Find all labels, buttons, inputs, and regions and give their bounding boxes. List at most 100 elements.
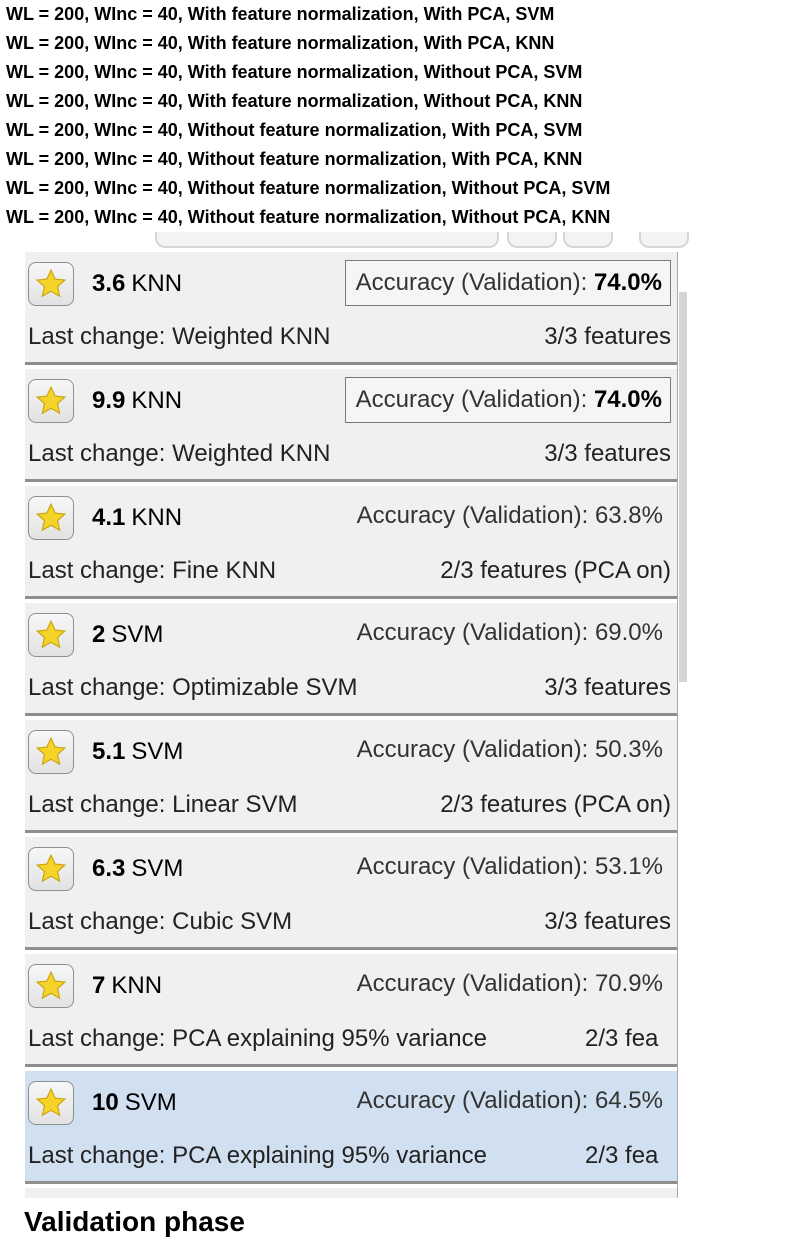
last-change-text: Last change: Optimizable SVM [28, 674, 358, 701]
last-change-text: Last change: PCA explaining 95% variance [28, 1142, 487, 1169]
favorite-button[interactable] [28, 496, 74, 540]
model-number-value: 4.1 [92, 504, 126, 531]
favorite-button[interactable] [28, 262, 74, 306]
accuracy-box: Accuracy (Validation): 70.9% [347, 962, 671, 1008]
model-number: 3.6 KNN [92, 270, 182, 298]
model-number-value: 6.3 [92, 855, 126, 882]
star-icon [35, 1087, 67, 1117]
model-number-value: 5.1 [92, 738, 126, 765]
star-icon [35, 736, 67, 766]
caption-line: WL = 200, WInc = 40, With feature normal… [6, 4, 555, 24]
accuracy-label: Accuracy (Validation): [355, 386, 588, 413]
caption-line: WL = 200, WInc = 40, With feature normal… [6, 33, 555, 53]
last-change-text: Last change: Linear SVM [28, 791, 298, 818]
model-card[interactable]: 7 KNN Accuracy (Validation): 70.9% Last c… [25, 954, 677, 1067]
favorite-button[interactable] [28, 613, 74, 657]
last-change-text: Last change: Weighted KNN [28, 323, 331, 350]
accuracy-box: Accuracy (Validation): 63.8% [347, 494, 671, 540]
accuracy-label: Accuracy (Validation): [356, 736, 589, 763]
model-type: SVM [124, 1089, 177, 1116]
accuracy-value: 50.3% [594, 736, 663, 763]
accuracy-value: 74.0% [593, 269, 662, 296]
scrollbar[interactable] [678, 252, 688, 1198]
features-text: 2/3 features (PCA on) [440, 791, 671, 818]
last-change-text: Last change: Fine KNN [28, 557, 277, 584]
favorite-button[interactable] [28, 1081, 74, 1125]
model-card[interactable]: 5.1 SVM Accuracy (Validation): 50.3% Last… [25, 720, 677, 833]
features-text: 2/3 features (PCA on) [440, 557, 671, 584]
model-card[interactable]: 4.1 KNN Accuracy (Validation): 63.8% Last… [25, 486, 677, 599]
model-type: KNN [131, 387, 183, 414]
accuracy-label: Accuracy (Validation): [356, 619, 589, 646]
caption-list: WL = 200, WInc = 40, With feature normal… [6, 0, 791, 232]
scrollbar-thumb[interactable] [679, 292, 687, 682]
caption-line: WL = 200, WInc = 40, Without feature nor… [6, 120, 583, 140]
toolbar-edge [155, 232, 695, 248]
model-number-value: 7 [92, 972, 106, 999]
accuracy-box: Accuracy (Validation): 74.0% [344, 377, 671, 423]
accuracy-label: Accuracy (Validation): [356, 502, 589, 529]
accuracy-value: 64.5% [594, 1087, 663, 1114]
star-icon [35, 502, 67, 532]
accuracy-box: Accuracy (Validation): 74.0% [344, 260, 671, 306]
accuracy-label: Accuracy (Validation): [355, 269, 588, 296]
model-card-selected[interactable]: 10 SVM Accuracy (Validation): 64.5% Last … [25, 1071, 677, 1184]
accuracy-value: 74.0% [593, 386, 662, 413]
favorite-button[interactable] [28, 730, 74, 774]
accuracy-box: Accuracy (Validation): 64.5% [347, 1079, 671, 1125]
toolbar-control-edge[interactable] [155, 232, 499, 248]
model-type: KNN [111, 972, 163, 999]
accuracy-box: Accuracy (Validation): 53.1% [347, 845, 671, 891]
star-icon [35, 385, 67, 415]
model-number: 6.3 SVM [92, 855, 183, 883]
star-icon [35, 853, 67, 883]
model-number: 5.1 SVM [92, 738, 183, 766]
caption-line: WL = 200, WInc = 40, Without feature nor… [6, 207, 611, 227]
model-card[interactable]: 2 SVM Accuracy (Validation): 69.0% Last c… [25, 603, 677, 716]
accuracy-box: Accuracy (Validation): 50.3% [347, 728, 671, 774]
model-type: SVM [131, 738, 184, 765]
model-number: 10 SVM [92, 1089, 177, 1117]
features-text: 2/3 fea [585, 1025, 659, 1052]
model-card[interactable]: 9.9 KNN Accuracy (Validation): 74.0% Last… [25, 369, 677, 482]
caption-line: WL = 200, WInc = 40, Without feature nor… [6, 178, 611, 198]
model-card[interactable]: 6.3 SVM Accuracy (Validation): 53.1% Last… [25, 837, 677, 950]
favorite-button[interactable] [28, 379, 74, 423]
model-number-value: 2 [92, 621, 106, 648]
phase-title: Validation phase [24, 1206, 245, 1237]
accuracy-label: Accuracy (Validation): [356, 1087, 589, 1114]
caption-line: WL = 200, WInc = 40, With feature normal… [6, 62, 583, 82]
model-type: SVM [111, 621, 164, 648]
star-icon [35, 619, 67, 649]
accuracy-value: 70.9% [594, 970, 663, 997]
features-text: 2/3 fea [585, 1142, 659, 1169]
model-number-value: 10 [92, 1089, 119, 1116]
model-number: 9.9 KNN [92, 387, 182, 415]
model-number: 4.1 KNN [92, 504, 182, 532]
toolbar-control-edge[interactable] [639, 232, 689, 248]
favorite-button[interactable] [28, 847, 74, 891]
features-text: 3/3 features [544, 323, 671, 350]
accuracy-label: Accuracy (Validation): [356, 853, 589, 880]
model-number: 7 KNN [92, 972, 162, 1000]
accuracy-value: 63.8% [594, 502, 663, 529]
last-change-text: Last change: Cubic SVM [28, 908, 293, 935]
star-icon [35, 970, 67, 1000]
caption-line: WL = 200, WInc = 40, With feature normal… [6, 91, 583, 111]
model-list-panel[interactable]: 3.6 KNN Accuracy (Validation): 74.0% Last… [25, 252, 679, 1198]
toolbar-control-edge[interactable] [563, 232, 613, 248]
star-icon [35, 268, 67, 298]
caption-line: WL = 200, WInc = 40, Without feature nor… [6, 149, 583, 169]
model-number-value: 9.9 [92, 387, 126, 414]
model-type: KNN [131, 504, 183, 531]
last-change-text: Last change: PCA explaining 95% variance [28, 1025, 487, 1052]
last-change-text: Last change: Weighted KNN [28, 440, 331, 467]
model-number-value: 3.6 [92, 270, 126, 297]
favorite-button[interactable] [28, 964, 74, 1008]
model-number: 2 SVM [92, 621, 163, 649]
accuracy-value: 69.0% [594, 619, 663, 646]
model-type: SVM [131, 855, 184, 882]
model-card[interactable] [25, 1188, 677, 1198]
toolbar-control-edge[interactable] [507, 232, 557, 248]
model-card[interactable]: 3.6 KNN Accuracy (Validation): 74.0% Last… [25, 252, 677, 365]
